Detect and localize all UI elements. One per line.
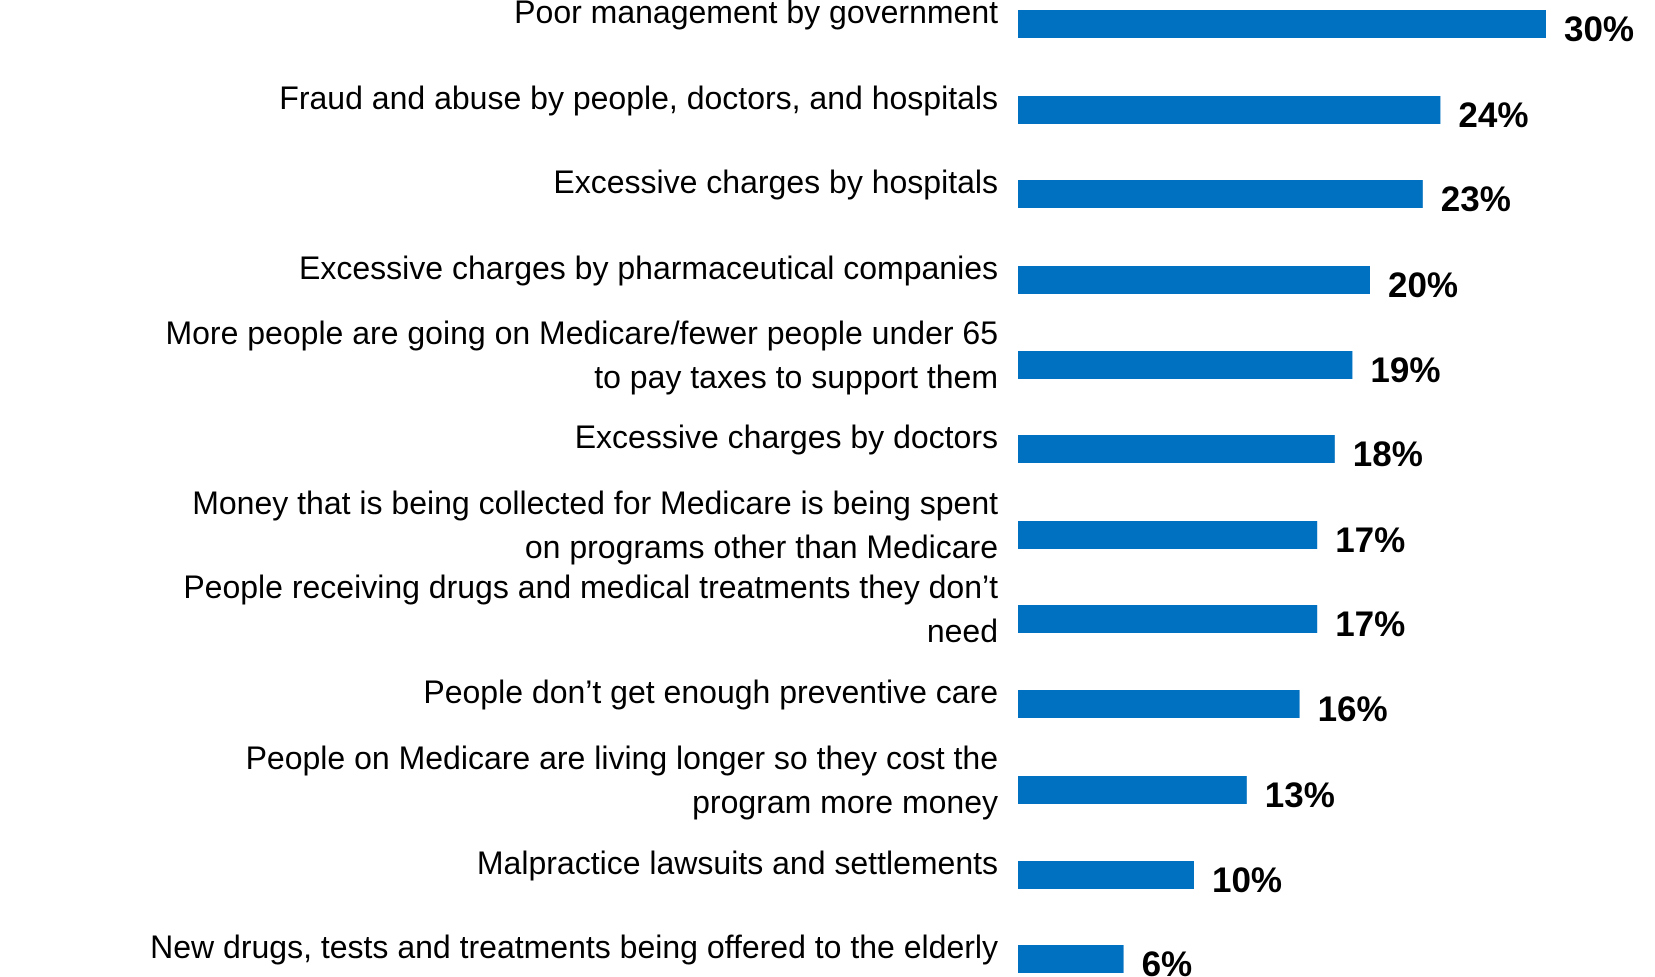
bar (1018, 351, 1353, 379)
category-label: on programs other than Medicare (525, 529, 998, 565)
bar (1018, 690, 1300, 718)
bar (1018, 10, 1546, 38)
value-label: 19% (1370, 351, 1440, 390)
category-label: People don’t get enough preventive care (423, 674, 998, 710)
bar (1018, 521, 1318, 549)
category-label: More people are going on Medicare/fewer … (165, 315, 998, 351)
category-labels-group: Poor management by government Fraud and a… (150, 0, 998, 965)
bar (1018, 605, 1318, 633)
category-label: Excessive charges by pharmaceutical comp… (299, 250, 998, 286)
value-label: 16% (1318, 690, 1388, 729)
category-label: Money that is being collected for Medica… (192, 485, 998, 521)
bar (1018, 266, 1370, 294)
category-label: need (927, 613, 998, 649)
value-label: 18% (1353, 435, 1423, 474)
category-label: Poor management by government (514, 0, 998, 30)
category-label: Malpractice lawsuits and settlements (477, 845, 998, 881)
category-label: program more money (692, 784, 998, 820)
value-label: 17% (1335, 605, 1405, 644)
bar (1018, 861, 1194, 889)
category-label: People receiving drugs and medical treat… (183, 569, 998, 605)
bar (1018, 96, 1441, 124)
value-label: 17% (1335, 521, 1405, 560)
bar (1018, 180, 1423, 208)
value-label: 20% (1388, 266, 1458, 305)
bar (1018, 435, 1335, 463)
bar (1018, 776, 1247, 804)
category-label: Excessive charges by doctors (575, 419, 998, 455)
category-label: People on Medicare are living longer so … (246, 740, 998, 776)
category-label: Excessive charges by hospitals (553, 164, 998, 200)
value-label: 10% (1212, 861, 1282, 900)
value-label: 13% (1265, 776, 1335, 815)
category-label: Fraud and abuse by people, doctors, and … (279, 80, 998, 116)
bar (1018, 945, 1124, 973)
value-label: 6% (1142, 945, 1193, 977)
bars-group (1018, 10, 1546, 973)
category-label: New drugs, tests and treatments being of… (150, 929, 998, 965)
value-label: 23% (1441, 180, 1511, 219)
value-label: 24% (1458, 96, 1528, 135)
value-label: 30% (1564, 10, 1634, 49)
value-labels-group: 30% 24% 23% 20% 19% 18% 17% 17% 16% 13% 10% 6% (1142, 10, 1634, 977)
category-label: to pay taxes to support them (594, 359, 998, 395)
